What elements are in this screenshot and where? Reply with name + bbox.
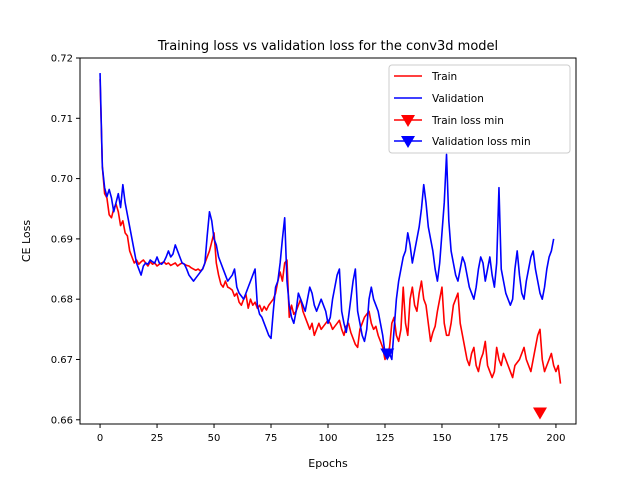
x-axis: 0 25 50 75 100 125 150 175 200 bbox=[97, 424, 565, 444]
y-axis: 0.66 0.67 0.68 0.69 0.70 0.71 0.72 bbox=[51, 54, 80, 426]
legend-validation-min-marker-icon bbox=[401, 136, 415, 148]
x-tick-label: 175 bbox=[489, 433, 508, 444]
y-tick-label: 0.72 bbox=[51, 54, 73, 65]
legend-validation-label: Validation bbox=[432, 93, 484, 105]
y-axis-label: CE Loss bbox=[20, 220, 33, 263]
series-line-train bbox=[99, 79, 562, 384]
y-tick-label: 0.68 bbox=[51, 295, 73, 306]
train-loss-min-marker bbox=[532, 407, 547, 420]
legend-train-label: Train bbox=[431, 71, 457, 83]
series-line-validation bbox=[99, 73, 555, 361]
x-tick-label: 200 bbox=[546, 433, 565, 444]
x-tick-label: 125 bbox=[375, 433, 394, 444]
y-tick-label: 0.70 bbox=[51, 174, 73, 185]
legend-validation-min-label: Validation loss min bbox=[432, 136, 531, 148]
marker-layer bbox=[380, 348, 547, 420]
chart-title: Training loss vs validation loss for the… bbox=[157, 39, 498, 54]
x-tick-label: 75 bbox=[265, 433, 278, 444]
x-axis-label: Epochs bbox=[308, 457, 348, 470]
legend-train-min-label: Train loss min bbox=[431, 115, 504, 127]
x-tick-label: 150 bbox=[432, 433, 451, 444]
series-layer bbox=[99, 73, 562, 384]
x-tick-label: 25 bbox=[151, 433, 164, 444]
legend: Train Validation Train loss min Validati… bbox=[388, 64, 571, 154]
y-tick-label: 0.71 bbox=[51, 114, 73, 125]
legend-box bbox=[388, 64, 571, 154]
y-tick-label: 0.66 bbox=[51, 415, 73, 426]
validation-loss-min-marker bbox=[380, 348, 395, 361]
y-tick-label: 0.67 bbox=[51, 355, 73, 366]
y-tick-label: 0.69 bbox=[51, 234, 73, 245]
x-tick-label: 100 bbox=[318, 433, 337, 444]
plot-area bbox=[79, 57, 577, 425]
x-tick-label: 0 bbox=[97, 433, 103, 444]
x-tick-label: 50 bbox=[208, 433, 221, 444]
legend-train-min-marker-icon bbox=[401, 115, 415, 127]
